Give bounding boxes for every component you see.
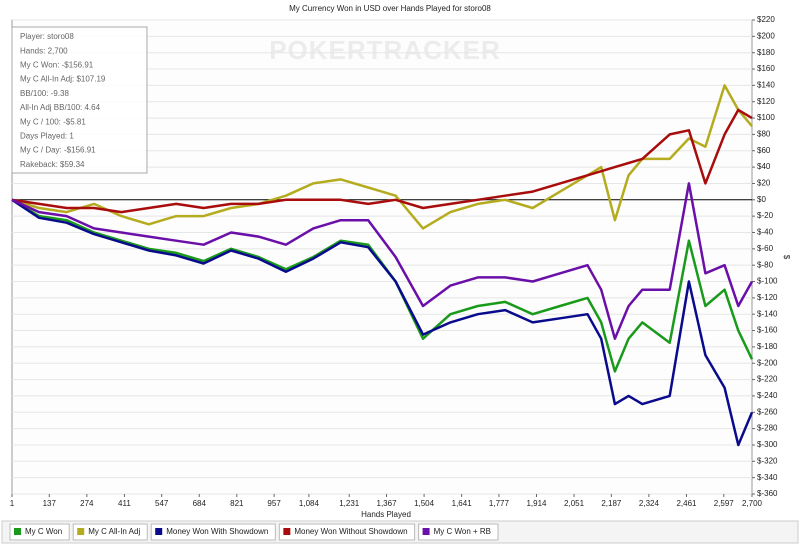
legend-label: My C Won	[25, 527, 62, 536]
y-tick-label: $-200	[757, 358, 778, 367]
stat-line: Days Played: 1	[20, 132, 74, 141]
legend-item	[9, 523, 70, 541]
y-tick-label: $-140	[757, 309, 778, 318]
x-tick-label: 547	[155, 499, 169, 508]
x-tick-label: 1	[10, 499, 15, 508]
x-tick-label: 957	[267, 499, 281, 508]
y-tick-label: $-260	[757, 407, 778, 416]
y-tick-label: $-220	[757, 375, 778, 384]
stats-box	[11, 26, 148, 174]
y-tick-label: $-20	[757, 211, 774, 220]
legend-label: Money Won With Showdown	[166, 527, 268, 536]
y-tick-label: $180	[757, 48, 775, 57]
y-tick-label: $-80	[757, 260, 774, 269]
x-tick-label: 137	[43, 499, 57, 508]
legend-item	[150, 523, 276, 541]
legend-swatch	[14, 528, 21, 535]
series-line	[11, 182, 754, 340]
stat-line: BB/100: -9.38	[20, 89, 69, 98]
x-tick-label: 2,461	[676, 499, 697, 508]
chart-title: My Currency Won in USD over Hands Played…	[289, 4, 491, 13]
x-tick-label: 2,187	[601, 499, 622, 508]
x-tick-label: 1,084	[299, 499, 320, 508]
x-tick-label: 2,597	[714, 499, 735, 508]
y-tick-label: $-340	[757, 473, 778, 482]
y-tick-label: $80	[757, 130, 771, 139]
x-tick-label: 2,324	[639, 499, 660, 508]
legend-swatch	[77, 528, 85, 535]
y-tick-label: $20	[757, 179, 771, 188]
series-line	[11, 198, 754, 447]
series-line	[11, 84, 753, 230]
y-tick-label: $60	[757, 146, 771, 155]
x-tick-label: 274	[80, 499, 94, 508]
stat-line: My C / 100: -$5.81	[20, 117, 86, 126]
watermark: POKERTRACKER	[269, 35, 501, 65]
stat-line: All-In Adj BB/100: 4.64	[20, 103, 101, 112]
x-axis-label: Hands Played	[361, 510, 411, 519]
stat-line: My C / Day: -$156.91	[20, 146, 96, 155]
x-tick-label: 821	[230, 499, 244, 508]
legend-swatch	[422, 528, 430, 535]
x-tick-label: 1,504	[414, 499, 435, 508]
y-tick-label: $-160	[757, 326, 778, 335]
x-tick-label: 2,051	[564, 499, 585, 508]
y-tick-label: $140	[757, 80, 775, 89]
stat-line: My C Won: -$156.91	[20, 61, 94, 70]
y-axis-label: $	[782, 255, 791, 260]
y-tick-label: $-60	[757, 244, 774, 253]
y-tick-label: $-120	[757, 293, 778, 302]
y-tick-label: $-240	[757, 391, 778, 400]
y-tick-label: $-280	[757, 424, 778, 433]
legend-label: My C All-In Adj	[88, 527, 140, 536]
legend-label: Money Won Without Showdown	[294, 527, 407, 536]
x-tick-label: 1,367	[377, 499, 398, 508]
legend-swatch	[155, 528, 163, 535]
legend-item	[72, 523, 148, 541]
legend-item	[418, 523, 499, 541]
x-tick-label: 2,700	[742, 499, 763, 508]
x-tick-label: 1,777	[489, 499, 510, 508]
series-line	[11, 108, 753, 214]
stat-line: Player: storo08	[20, 32, 74, 41]
y-tick-label: $200	[757, 31, 775, 40]
y-tick-label: $220	[757, 15, 775, 24]
legend-item	[278, 523, 416, 541]
y-tick-label: $-40	[757, 228, 774, 237]
stat-line: Rakeback: $59.34	[20, 160, 85, 169]
y-tick-label: $40	[757, 162, 771, 171]
x-tick-label: 1,914	[526, 499, 547, 508]
y-tick-label: $120	[757, 97, 775, 106]
y-tick-label: $-300	[757, 440, 778, 449]
x-tick-label: 684	[193, 499, 207, 508]
x-tick-label: 1,231	[339, 499, 360, 508]
y-tick-label: $-100	[757, 277, 778, 286]
x-tick-label: 411	[118, 499, 131, 508]
y-tick-label: $-320	[757, 456, 778, 465]
y-tick-label: $-180	[757, 342, 778, 351]
series-line	[11, 198, 754, 373]
legend-swatch	[283, 528, 291, 535]
y-tick-label: $100	[757, 113, 775, 122]
y-tick-label: $-360	[757, 489, 778, 498]
stat-line: Hands: 2,700	[20, 46, 68, 55]
legend-label: My C Won + RB	[434, 527, 491, 536]
y-tick-label: $160	[757, 64, 775, 73]
x-tick-label: 1,641	[452, 499, 473, 508]
y-tick-label: $0	[757, 195, 766, 204]
stat-line: My C All-In Adj: $107.19	[20, 75, 106, 84]
